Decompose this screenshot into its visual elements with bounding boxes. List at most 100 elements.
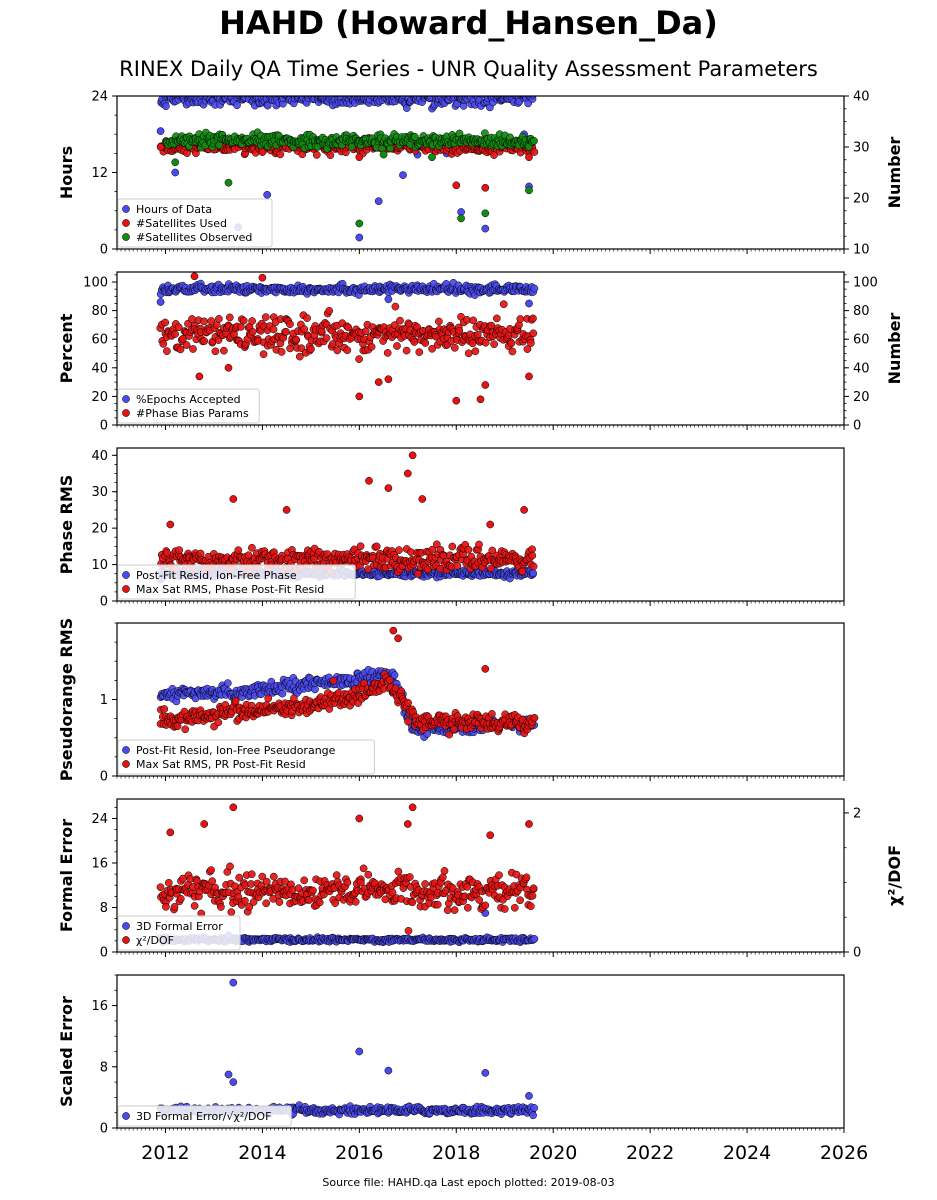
data-point bbox=[464, 545, 473, 554]
data-point bbox=[414, 570, 422, 578]
data-point bbox=[295, 96, 300, 97]
outlier-point bbox=[384, 484, 393, 492]
y2-tick-label: 40 bbox=[853, 361, 870, 376]
outlier-point bbox=[384, 295, 393, 304]
data-point bbox=[448, 542, 457, 551]
outlier-point bbox=[525, 299, 533, 308]
data-point bbox=[488, 710, 496, 718]
outlier-point bbox=[408, 803, 417, 812]
data-point bbox=[530, 137, 538, 145]
outlier-point bbox=[166, 828, 175, 837]
outlier-point bbox=[389, 626, 398, 635]
data-point bbox=[450, 725, 458, 734]
data-point bbox=[367, 342, 376, 351]
data-point bbox=[530, 148, 539, 156]
data-point bbox=[270, 87, 277, 94]
data-point bbox=[530, 1104, 539, 1112]
data-point bbox=[312, 151, 321, 159]
data-point bbox=[315, 898, 324, 907]
data-point bbox=[343, 346, 352, 355]
data-point bbox=[176, 345, 185, 354]
data-point bbox=[469, 316, 478, 325]
data-point bbox=[162, 902, 170, 911]
outlier-point bbox=[258, 148, 267, 156]
outlier-point bbox=[229, 803, 238, 812]
data-point bbox=[182, 341, 191, 349]
chart-title: HAHD (Howard_Hansen_Da) bbox=[219, 4, 718, 42]
chart-subtitle: RINEX Daily QA Time Series - UNR Quality… bbox=[119, 57, 818, 81]
data-point bbox=[405, 873, 414, 881]
outlier-point bbox=[229, 1078, 238, 1086]
data-point bbox=[181, 725, 190, 734]
data-point bbox=[395, 546, 403, 554]
data-point bbox=[227, 908, 236, 916]
y-tick-label: 60 bbox=[91, 333, 108, 348]
data-point bbox=[421, 880, 429, 888]
data-point bbox=[481, 96, 487, 97]
data-point bbox=[385, 676, 394, 684]
panel-pseudorange-rms-points bbox=[156, 626, 539, 741]
outlier-point bbox=[452, 396, 461, 405]
data-point bbox=[328, 340, 337, 348]
data-point bbox=[188, 315, 196, 323]
data-point bbox=[325, 306, 334, 315]
data-point bbox=[214, 88, 221, 95]
data-point bbox=[450, 343, 459, 352]
data-point bbox=[516, 896, 524, 905]
data-point bbox=[529, 329, 538, 338]
outlier-point bbox=[224, 1070, 233, 1079]
data-point bbox=[190, 902, 199, 910]
data-point bbox=[269, 325, 278, 334]
data-point bbox=[530, 935, 539, 943]
data-point bbox=[233, 101, 241, 110]
outlier-point bbox=[229, 495, 238, 503]
y2-tick-label: 60 bbox=[853, 333, 870, 348]
data-point bbox=[404, 698, 412, 707]
data-point bbox=[390, 671, 399, 679]
outlier-point bbox=[525, 820, 533, 828]
data-point bbox=[508, 347, 517, 356]
outlier-point bbox=[481, 1069, 490, 1077]
outlier-point bbox=[481, 224, 490, 233]
outlier-point bbox=[418, 495, 427, 503]
data-point bbox=[277, 348, 286, 356]
outlier-point bbox=[384, 1066, 393, 1075]
outlier-point bbox=[156, 298, 165, 306]
y-tick-label: 20 bbox=[91, 390, 108, 405]
data-point bbox=[224, 86, 231, 93]
data-point bbox=[499, 300, 508, 309]
data-point bbox=[428, 545, 437, 554]
panel-epochs-bias-points bbox=[156, 272, 539, 405]
outlier-point bbox=[190, 272, 199, 281]
outlier-point bbox=[457, 208, 465, 216]
data-point bbox=[269, 872, 278, 881]
data-point bbox=[393, 342, 401, 350]
data-point bbox=[463, 903, 472, 912]
data-point bbox=[215, 315, 223, 323]
data-point bbox=[300, 325, 309, 333]
data-point bbox=[200, 337, 209, 345]
data-point bbox=[419, 86, 426, 93]
data-point bbox=[160, 705, 169, 713]
outlier-point bbox=[481, 665, 490, 673]
y-tick-label: 0 bbox=[100, 243, 108, 258]
panel-scaled-error-points bbox=[156, 978, 539, 1120]
data-point bbox=[438, 873, 447, 882]
outlier-point bbox=[525, 372, 533, 381]
outlier-point bbox=[224, 178, 233, 187]
data-point bbox=[529, 96, 537, 99]
data-point bbox=[286, 320, 294, 329]
data-point bbox=[527, 85, 534, 92]
y-axis-title: Hours bbox=[57, 146, 76, 199]
data-point bbox=[303, 314, 311, 322]
outlier-point bbox=[481, 209, 490, 218]
data-point bbox=[529, 884, 538, 893]
y-tick-label: 80 bbox=[91, 304, 108, 319]
outlier-point bbox=[428, 153, 436, 162]
data-point bbox=[435, 317, 443, 326]
data-point bbox=[530, 284, 539, 293]
data-point bbox=[356, 542, 365, 551]
data-point bbox=[492, 314, 501, 323]
